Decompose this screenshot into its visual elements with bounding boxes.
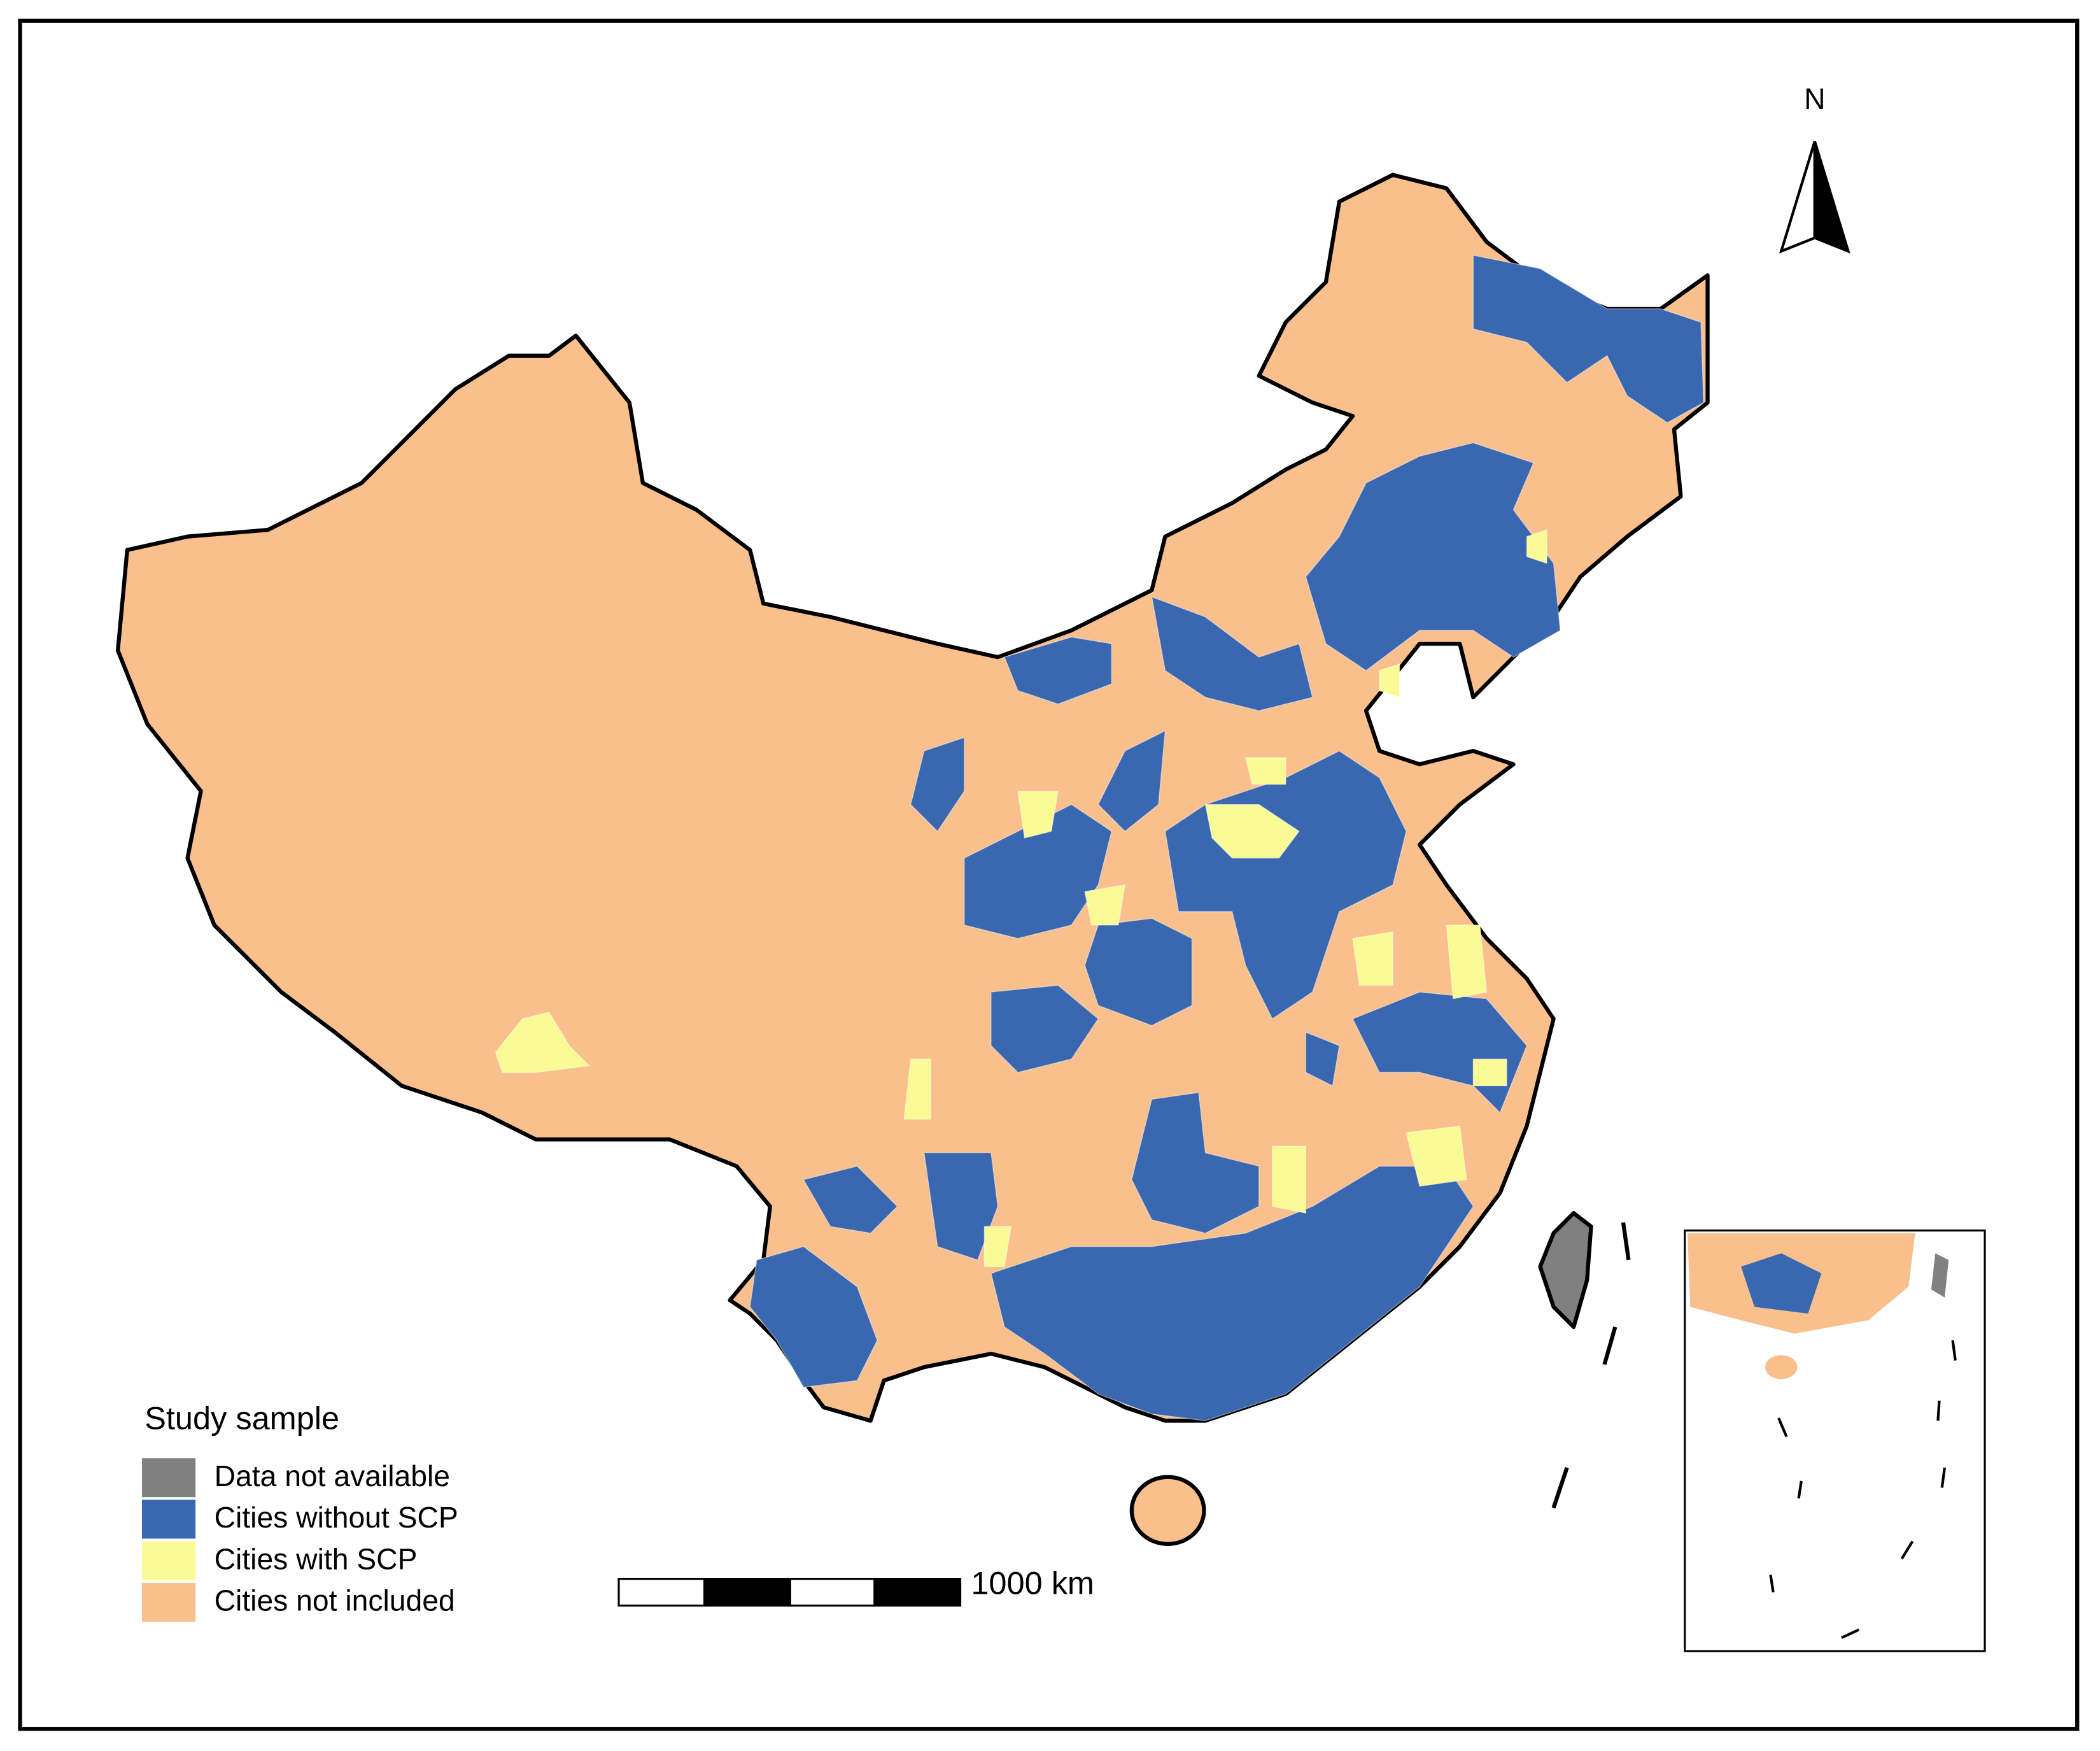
taiwan	[1538, 1211, 1593, 1329]
region	[1017, 790, 1059, 839]
region	[990, 1165, 1474, 1421]
region	[1084, 918, 1193, 1026]
inset-dashes	[1769, 1340, 1957, 1640]
region	[990, 984, 1099, 1073]
region	[1131, 1092, 1260, 1234]
legend-title: Study sample	[144, 1400, 339, 1436]
legend-swatch	[142, 1499, 196, 1539]
region	[1305, 1031, 1340, 1087]
region	[1204, 804, 1300, 859]
legend-label: Data not available	[215, 1459, 450, 1492]
inset-map	[1684, 1229, 1986, 1652]
region	[1472, 1058, 1507, 1086]
north-arrow: N	[1779, 82, 1850, 254]
legend-swatch	[142, 1582, 196, 1622]
region	[910, 737, 965, 832]
region	[1004, 636, 1112, 705]
region	[1526, 529, 1547, 564]
region	[1472, 255, 1704, 423]
region	[1084, 884, 1126, 926]
region	[1406, 1125, 1467, 1187]
region	[1305, 442, 1561, 671]
hainan	[1129, 1475, 1206, 1547]
north-label: N	[1804, 82, 1825, 115]
legend-swatch	[142, 1458, 196, 1498]
legend-label: Cities with SCP	[215, 1542, 418, 1575]
cities-with-scp	[495, 529, 1547, 1267]
inset-taiwan	[1931, 1253, 1949, 1298]
region	[903, 1058, 931, 1120]
region	[749, 1246, 878, 1388]
region	[1244, 757, 1286, 785]
region	[803, 1165, 898, 1234]
region	[1151, 596, 1313, 711]
legend-label: Cities without SCP	[215, 1501, 458, 1534]
region	[1097, 730, 1166, 832]
inset-region	[1741, 1253, 1822, 1314]
region	[1446, 925, 1488, 1000]
legend: Study sample Data not available Cities wi…	[142, 1400, 458, 1622]
scale-label: 1000 km	[971, 1564, 1094, 1601]
region	[495, 1011, 591, 1073]
region	[1272, 1145, 1306, 1214]
boundary-dashes	[1551, 1222, 1631, 1509]
region	[1352, 931, 1393, 986]
region	[1379, 663, 1400, 698]
legend-label: Cities not included	[215, 1584, 455, 1617]
scale-bar: 1000 km	[617, 1564, 1094, 1607]
legend-swatch	[142, 1541, 196, 1580]
inset-hainan	[1765, 1355, 1798, 1380]
region	[983, 1226, 1012, 1267]
